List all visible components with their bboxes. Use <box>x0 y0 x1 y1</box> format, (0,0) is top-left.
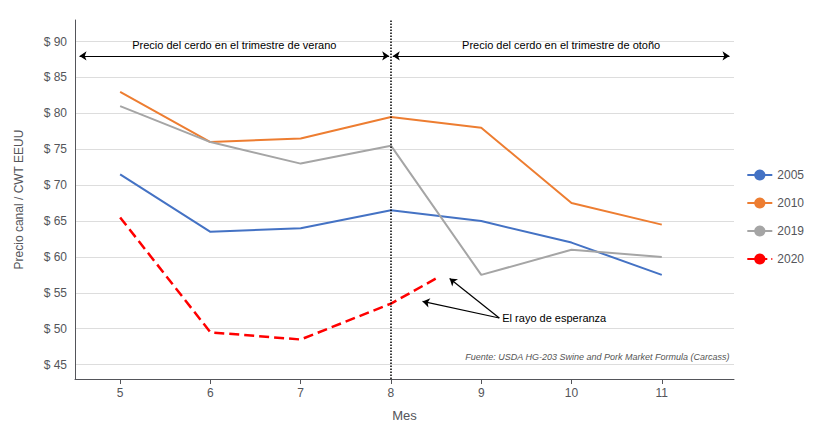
svg-text:10: 10 <box>565 386 579 400</box>
svg-text:El rayo de esperanza: El rayo de esperanza <box>502 312 607 324</box>
svg-text:7: 7 <box>297 386 304 400</box>
svg-text:9: 9 <box>478 386 485 400</box>
svg-text:Precio del cerdo en el trimest: Precio del cerdo en el trimestre de vera… <box>132 39 336 51</box>
svg-text:$ 75: $ 75 <box>44 142 68 156</box>
svg-text:$ 80: $ 80 <box>44 106 68 120</box>
svg-text:11: 11 <box>656 386 669 400</box>
svg-text:2019: 2019 <box>777 224 804 238</box>
svg-text:$ 85: $ 85 <box>44 70 68 84</box>
svg-text:5: 5 <box>117 386 124 400</box>
svg-text:$ 55: $ 55 <box>44 286 68 300</box>
svg-text:Precio del cerdo en el trimest: Precio del cerdo en el trimestre de otoñ… <box>462 39 660 51</box>
svg-text:Fuente: USDA HG-203 Swine and: Fuente: USDA HG-203 Swine and Pork Marke… <box>465 352 729 362</box>
svg-text:Mes: Mes <box>392 408 417 423</box>
svg-text:$ 90: $ 90 <box>44 35 68 49</box>
svg-text:6: 6 <box>207 386 214 400</box>
svg-text:8: 8 <box>388 386 395 400</box>
svg-text:$ 70: $ 70 <box>44 178 68 192</box>
svg-text:$ 60: $ 60 <box>44 250 68 264</box>
svg-text:2005: 2005 <box>777 168 804 182</box>
svg-text:$ 45: $ 45 <box>44 358 68 372</box>
svg-text:$ 65: $ 65 <box>44 214 68 228</box>
svg-text:$ 50: $ 50 <box>44 322 68 336</box>
svg-text:2020: 2020 <box>777 252 804 266</box>
svg-text:2010: 2010 <box>777 196 804 210</box>
svg-text:Precio canal / CWT EEUU: Precio canal / CWT EEUU <box>12 130 26 270</box>
